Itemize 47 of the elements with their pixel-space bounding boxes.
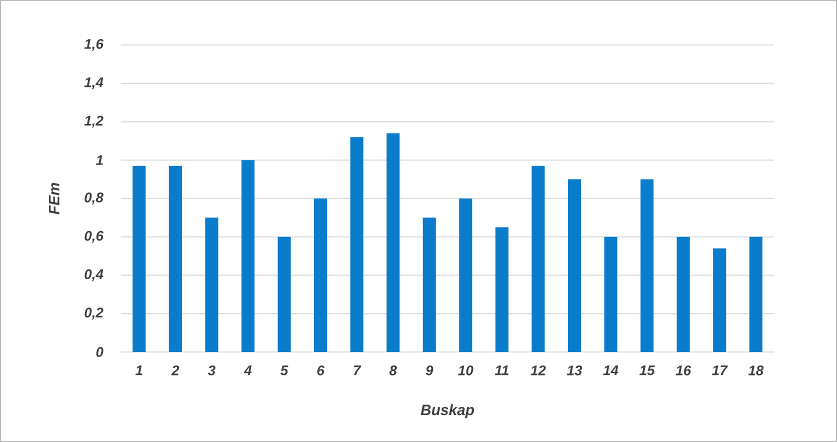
y-tick-label: 0 (96, 347, 104, 357)
bar (132, 166, 146, 352)
bar (278, 236, 291, 352)
x-tick-label: 14 (603, 366, 618, 376)
y-axis-title: FEm (48, 182, 60, 214)
bar (640, 179, 654, 352)
y-tick-label: 0,2 (84, 308, 104, 320)
x-tick-label: 6 (317, 365, 324, 376)
x-tick-label: 9 (426, 365, 434, 376)
bar (386, 133, 400, 352)
bar (749, 236, 762, 352)
bar (459, 198, 472, 352)
bar (350, 137, 364, 352)
bar (314, 198, 328, 352)
bar (205, 218, 218, 352)
x-tick-label: 3 (208, 365, 216, 376)
x-tick-label: 10 (458, 365, 474, 376)
x-tick-label: 4 (244, 366, 252, 376)
bar (676, 236, 690, 352)
bar (495, 227, 508, 352)
x-tick-label: 13 (566, 365, 582, 376)
bar (604, 236, 618, 352)
y-tick-label: 1,2 (84, 116, 104, 128)
x-tick-label: 11 (494, 366, 508, 376)
x-tick-label: 7 (354, 366, 362, 376)
bar (568, 179, 582, 352)
y-tick-label: 0,4 (84, 269, 104, 282)
bar (532, 166, 545, 352)
bar (713, 248, 726, 352)
bar (241, 160, 255, 352)
x-tick-label: 12 (530, 365, 546, 376)
x-tick-label: 5 (280, 366, 288, 376)
y-tick-label: 1,6 (84, 39, 104, 51)
bar (168, 166, 182, 352)
x-tick-label: 15 (640, 366, 655, 376)
x-tick-label: 17 (712, 366, 728, 376)
x-tick-label: 16 (676, 365, 692, 376)
y-tick-label: 1,4 (84, 77, 104, 90)
x-tick-label: 8 (389, 366, 397, 376)
x-axis-title: Buskap (420, 404, 474, 418)
x-tick-label: 18 (748, 366, 764, 376)
x-tick-label: 1 (135, 366, 142, 376)
y-tick-label: 0,6 (84, 230, 104, 243)
x-tick-label: 2 (171, 365, 180, 376)
y-tick-label: 1 (96, 155, 103, 165)
y-tick-label: 0,8 (84, 192, 104, 204)
bar (422, 218, 436, 352)
